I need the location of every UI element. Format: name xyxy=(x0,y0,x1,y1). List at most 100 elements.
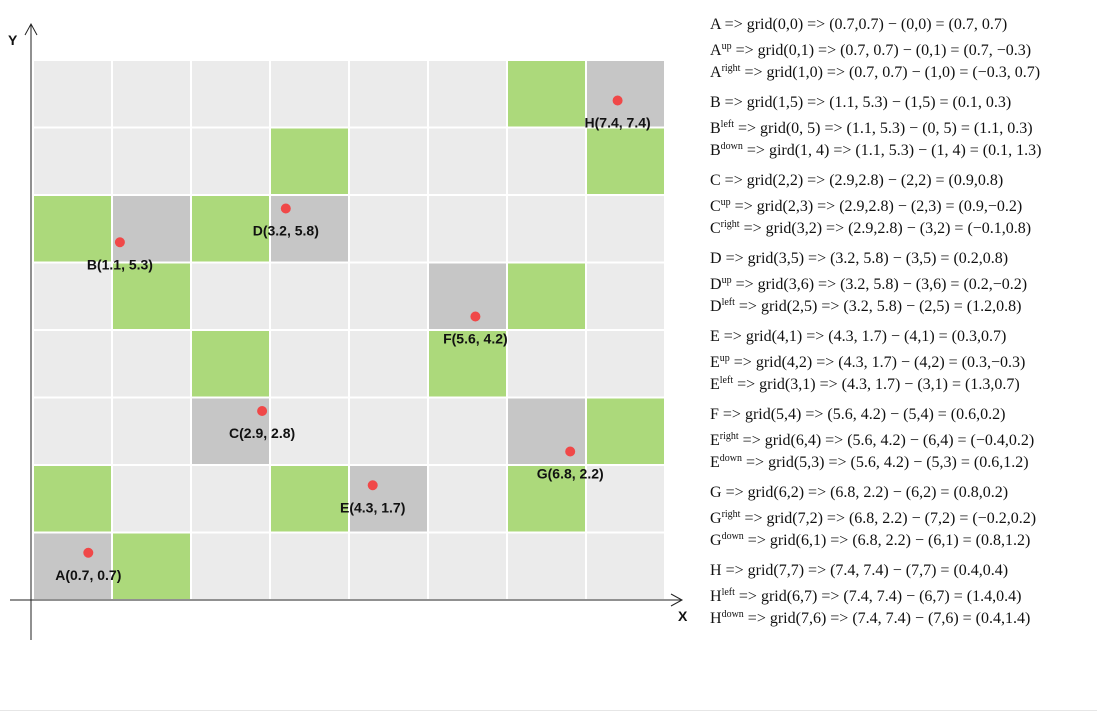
equation-group: F => grid(5,4) => (5.6, 4.2) − (5,4) = (… xyxy=(710,404,1095,471)
equations-panel: A => grid(0,0) => (0.7,0.7) − (0,0) = (0… xyxy=(710,14,1095,638)
equation-point-letter: C xyxy=(710,220,721,237)
grid-cell xyxy=(33,397,112,465)
point-b-label: B(1.1, 5.3) xyxy=(87,256,153,272)
grid-cell-gray xyxy=(191,397,270,465)
equation-direction: right xyxy=(721,63,741,74)
equation-group: D => grid(3,5) => (3.2, 5.8) − (3,5) = (… xyxy=(710,248,1095,315)
equation-point-letter: G xyxy=(710,484,722,501)
point-e-marker xyxy=(367,480,378,491)
equation-text: => grid(0, 5) => (1.1, 5.3) − (0, 5) = (… xyxy=(734,120,1033,137)
grid-cell-green xyxy=(586,397,665,465)
point-d-label: D(3.2, 5.8) xyxy=(253,223,319,239)
x-axis-label: X xyxy=(678,608,688,624)
equation-text: => grid(2,3) => (2.9,2.8) − (2,3) = (0.9… xyxy=(730,198,1023,215)
equation-point-letter: A xyxy=(710,64,722,81)
equation-point-letter: E xyxy=(710,454,720,471)
grid-cell xyxy=(191,127,270,195)
grid-cell xyxy=(507,330,586,398)
grid-cell-green xyxy=(191,195,270,263)
equation-point-letter: A xyxy=(710,42,722,59)
grid-cells xyxy=(33,60,665,600)
point-d-marker xyxy=(280,203,291,214)
grid-cell xyxy=(33,127,112,195)
equation-text: => grid(7,2) => (6.8, 2.2) − (7,2) = (−0… xyxy=(740,510,1037,527)
grid-cell xyxy=(270,330,349,398)
equation-line: Edown => grid(5,3) => (5.6, 4.2) − (5,3)… xyxy=(710,448,1095,471)
grid-cell-green xyxy=(270,465,349,533)
grid-cell-gray xyxy=(349,465,428,533)
grid-cell xyxy=(270,262,349,330)
equation-direction: up xyxy=(721,41,732,52)
equation-line: F => grid(5,4) => (5.6, 4.2) − (5,4) = (… xyxy=(710,404,1095,426)
equation-point-letter: A xyxy=(710,16,721,33)
equation-point-letter: E xyxy=(710,328,720,345)
grid-cell xyxy=(33,60,112,128)
equation-text: => grid(1,5) => (1.1, 5.3) − (1,5) = (0.… xyxy=(720,94,1012,111)
grid-cell-green xyxy=(191,330,270,398)
equation-group: H => grid(7,7) => (7.4, 7.4) − (7,7) = (… xyxy=(710,560,1095,627)
equation-line: Eleft => grid(3,1) => (4.3, 1.7) − (3,1)… xyxy=(710,370,1095,393)
equation-line: Dup => grid(3,6) => (3.2, 5.8) − (3,6) =… xyxy=(710,270,1095,293)
grid-cell-green xyxy=(33,195,112,263)
points-layer: A(0.7, 0.7) B(1.1, 5.3) C(2.9, 2.8) D(3.2, … xyxy=(55,95,651,583)
equation-line: G => grid(6,2) => (6.8, 2.2) − (6,2) = (… xyxy=(710,482,1095,504)
grid-cell xyxy=(586,532,665,600)
equation-point-letter: G xyxy=(710,510,722,527)
grid-cell xyxy=(428,127,507,195)
equation-text: => grid(6,1) => (6.8, 2.2) − (6,1) = (0.… xyxy=(743,532,1031,549)
grid-lines xyxy=(32,59,666,601)
equation-text: => grid(3,5) => (3.2, 5.8) − (3,5) = (0.… xyxy=(721,250,1009,267)
y-axis-label: Y xyxy=(8,32,18,48)
equation-point-letter: H xyxy=(710,588,722,605)
equation-point-letter: E xyxy=(710,376,720,393)
equation-line: Hleft => grid(6,7) => (7.4, 7.4) − (6,7)… xyxy=(710,582,1095,605)
grid-cell xyxy=(33,330,112,398)
grid-cell-gray xyxy=(586,60,665,128)
equation-text: => grid(6,7) => (7.4, 7.4) − (6,7) = (1.… xyxy=(734,588,1022,605)
equation-text: => grid(3,2) => (2.9,2.8) − (3,2) = (−0.… xyxy=(739,220,1032,237)
grid-cell xyxy=(428,60,507,128)
point-g-label: G(6.8, 2.2) xyxy=(537,466,604,482)
equation-point-letter: D xyxy=(710,298,722,315)
grid-cell-green xyxy=(586,127,665,195)
equation-point-letter: F xyxy=(710,406,719,423)
equation-line: Eright => grid(6,4) => (5.6, 4.2) − (6,4… xyxy=(710,426,1095,449)
equation-line: Bleft => grid(0, 5) => (1.1, 5.3) − (0, … xyxy=(710,114,1095,137)
point-h-label: H(7.4, 7.4) xyxy=(585,115,651,131)
grid-cell xyxy=(112,127,191,195)
grid-cell-gray xyxy=(507,397,586,465)
equation-line: Cright => grid(3,2) => (2.9,2.8) − (3,2)… xyxy=(710,214,1095,237)
equation-text: => grid(0,1) => (0.7, 0.7) − (0,1) = (0.… xyxy=(731,42,1032,59)
equation-line: Cup => grid(2,3) => (2.9,2.8) − (2,3) = … xyxy=(710,192,1095,215)
equation-direction: down xyxy=(721,531,744,542)
equation-direction: up xyxy=(721,275,732,286)
equation-point-letter: H xyxy=(710,562,722,579)
equation-line: Dleft => grid(2,5) => (3.2, 5.8) − (2,5)… xyxy=(710,292,1095,315)
equation-direction: left xyxy=(720,119,734,130)
equation-line: Aright => grid(1,0) => (0.7, 0.7) − (1,0… xyxy=(710,58,1095,81)
equation-point-letter: G xyxy=(710,532,722,549)
equation-direction: down xyxy=(720,141,743,152)
grid-cell xyxy=(349,262,428,330)
grid-cell xyxy=(191,262,270,330)
grid-cell xyxy=(428,195,507,263)
grid-cell xyxy=(507,127,586,195)
grid-cell-gray xyxy=(112,195,191,263)
grid-cell xyxy=(349,532,428,600)
point-h-marker xyxy=(612,95,623,106)
point-a-label: A(0.7, 0.7) xyxy=(55,567,121,583)
equation-text: => grid(1,0) => (0.7, 0.7) − (1,0) = (−0… xyxy=(740,64,1041,81)
equation-text: => grid(3,1) => (4.3, 1.7) − (3,1) = (1.… xyxy=(733,376,1020,393)
equation-line: Hdown => grid(7,6) => (7.4, 7.4) − (7,6)… xyxy=(710,604,1095,627)
grid-cell xyxy=(349,60,428,128)
equation-text: => grid(7,7) => (7.4, 7.4) − (7,7) = (0.… xyxy=(721,562,1009,579)
equation-direction: right xyxy=(719,431,739,442)
grid-cell xyxy=(191,60,270,128)
equation-direction: down xyxy=(719,453,743,464)
equation-point-letter: C xyxy=(710,172,721,189)
grid-cell xyxy=(112,330,191,398)
grid-cell xyxy=(112,465,191,533)
equation-line: A => grid(0,0) => (0.7,0.7) − (0,0) = (0… xyxy=(710,14,1095,36)
point-b-marker xyxy=(114,237,125,248)
grid-cell-green xyxy=(507,465,586,533)
